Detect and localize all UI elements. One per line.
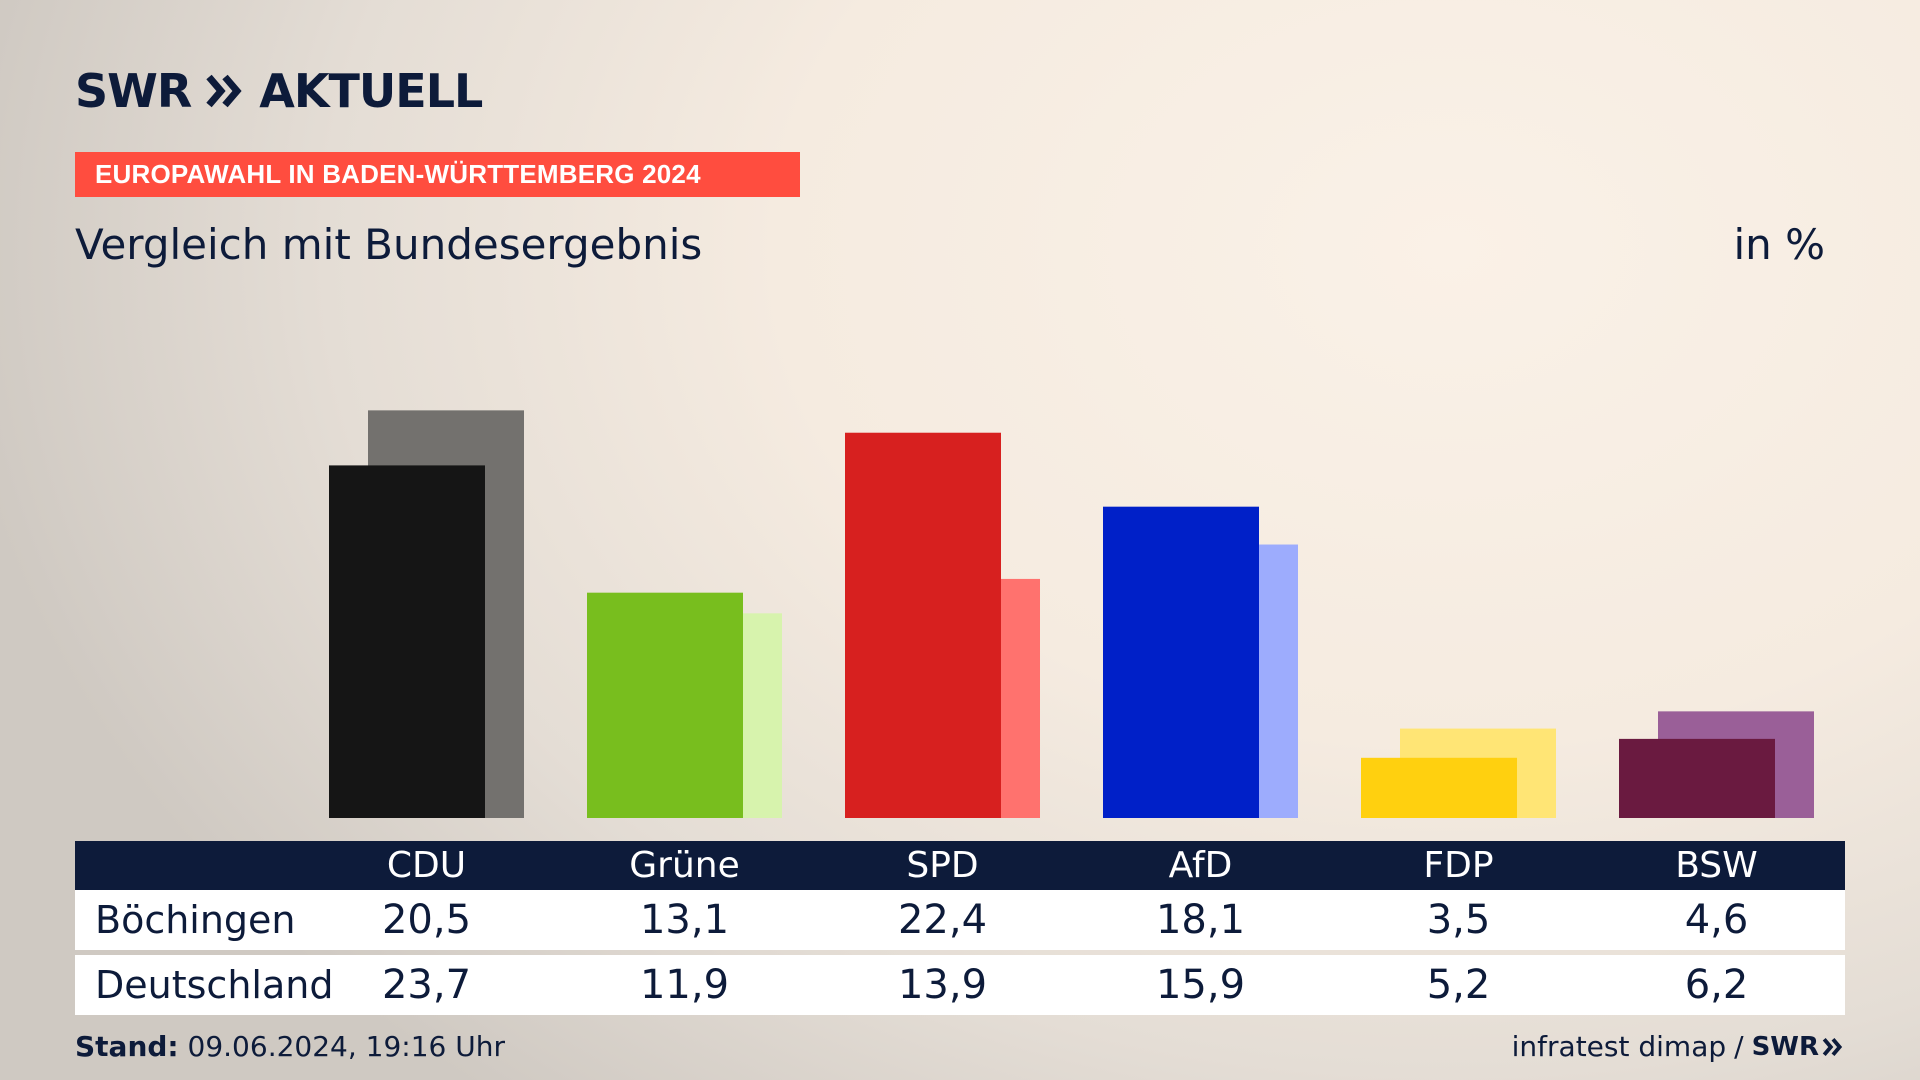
- bar-chart: [329, 410, 1814, 818]
- bar-local-grüne: [587, 592, 743, 818]
- table-cell: 18,1: [1155, 897, 1246, 943]
- column-header-afd: AfD: [1168, 845, 1233, 886]
- stand-value: 09.06.2024, 19:16 Uhr: [187, 1030, 505, 1063]
- table-row-national: Deutschland 23,7 11,9 13,9 15,9 5,2 6,2: [75, 955, 1845, 1015]
- footer-source: infratest dimap / SWR: [1512, 1030, 1845, 1063]
- footer-logo-text: SWR: [1751, 1031, 1819, 1062]
- chart-subtitle: Vergleich mit Bundesergebnis: [75, 220, 703, 269]
- table-cell: 15,9: [1155, 962, 1246, 1008]
- unit-label: in %: [1733, 220, 1825, 269]
- table-cell: 20,5: [381, 897, 472, 943]
- swr-aktuell-logo: SWR AKTUELL: [75, 64, 483, 118]
- footer-timestamp: Stand: 09.06.2024, 19:16 Uhr: [75, 1030, 505, 1063]
- row-label-national: Deutschland: [95, 963, 334, 1007]
- source-name: infratest dimap: [1511, 1030, 1727, 1063]
- bar-local-spd: [845, 432, 1001, 818]
- footer-chevron-icon: [1822, 1037, 1843, 1056]
- table-header-row: CDU Grüne SPD AfD FDP BSW: [75, 841, 1845, 890]
- logo-product: AKTUELL: [259, 64, 483, 118]
- swr-footer-logo: SWR: [1752, 1032, 1845, 1062]
- column-header-fdp: FDP: [1423, 845, 1494, 886]
- election-banner: EUROPAWAHL IN BADEN-WÜRTTEMBERG 2024: [75, 152, 800, 197]
- row-label-local: Böchingen: [95, 898, 296, 942]
- column-header-cdu: CDU: [386, 845, 467, 886]
- table-cell: 22,4: [897, 897, 988, 943]
- bar-local-afd: [1103, 506, 1259, 818]
- table-row-local: Böchingen 20,5 13,1 22,4 18,1 3,5 4,6: [75, 890, 1845, 950]
- source-separator: /: [1734, 1030, 1744, 1063]
- results-table: CDU Grüne SPD AfD FDP BSW Böchingen 20,5 13,1 2…: [75, 841, 1845, 1015]
- column-header-spd: SPD: [906, 845, 979, 886]
- bar-local-bsw: [1619, 738, 1775, 818]
- table-cell: 13,1: [639, 897, 730, 943]
- table-cell: 4,6: [1684, 897, 1749, 943]
- table-cell: 13,9: [897, 962, 988, 1008]
- bar-local-fdp: [1361, 757, 1517, 818]
- stand-label: Stand:: [75, 1030, 179, 1063]
- table-cell: 5,2: [1426, 962, 1491, 1008]
- table-cell: 23,7: [381, 962, 472, 1008]
- column-header-bsw: BSW: [1675, 845, 1758, 886]
- table-cell: 6,2: [1684, 962, 1749, 1008]
- logo-brand: SWR: [75, 64, 192, 118]
- table-cell: 3,5: [1426, 897, 1491, 943]
- column-header-grüne: Grüne: [629, 845, 740, 886]
- bar-local-cdu: [329, 465, 485, 818]
- table-cell: 11,9: [639, 962, 730, 1008]
- double-chevron-icon: [205, 71, 245, 111]
